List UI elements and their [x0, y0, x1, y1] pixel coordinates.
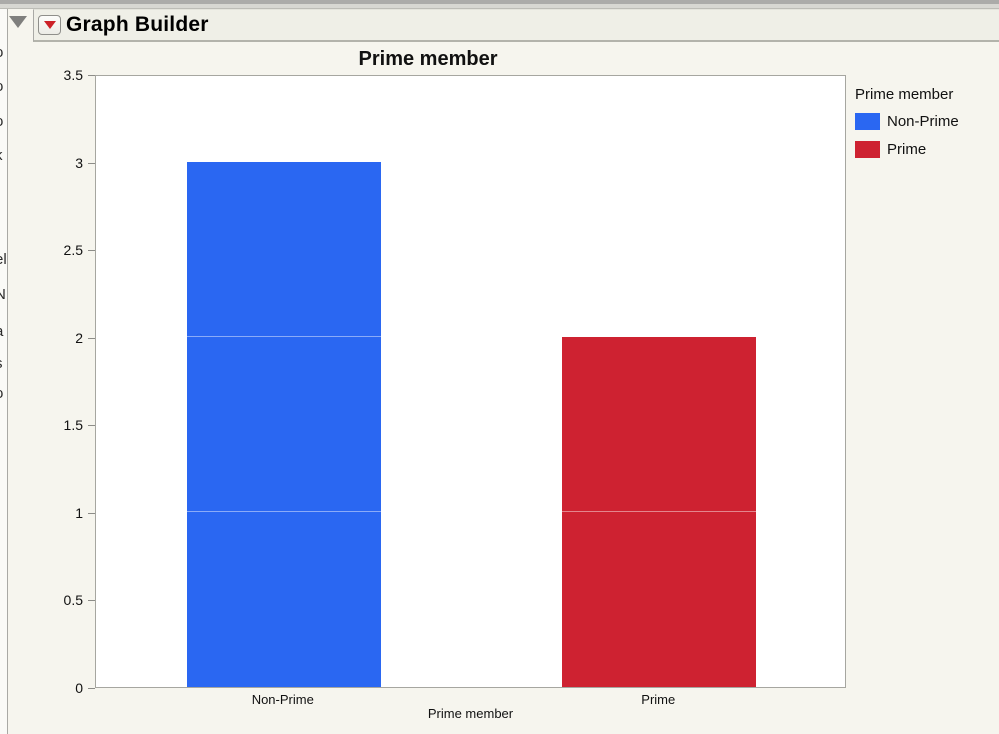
legend-label: Non-Prime: [887, 113, 959, 130]
y-axis[interactable]: 0 0.5 1 1.5 2 2.5 3 3.5: [0, 67, 95, 696]
y-tick-mark: [88, 600, 95, 602]
legend-label: Prime: [887, 141, 927, 158]
y-tick-label: 3: [75, 154, 83, 171]
red-triangle-menu-button[interactable]: [38, 15, 61, 35]
clipped-text-glyph: o: [0, 45, 7, 60]
clipped-text-glyph: s: [0, 356, 7, 371]
red-triangle-icon: [43, 21, 56, 29]
y-tick-label: 2.5: [63, 242, 83, 259]
y-tick-label: 1.5: [63, 417, 83, 434]
outline-disclosure-icon[interactable]: [9, 16, 27, 28]
bar-non-prime[interactable]: [186, 161, 381, 687]
plot-area[interactable]: [95, 75, 846, 688]
x-category-label: Non-Prime: [251, 692, 314, 707]
bar-segment-divider: [186, 510, 381, 512]
clipped-text-glyph: o: [0, 79, 7, 94]
clipped-text-glyph: k: [0, 148, 7, 163]
y-tick-mark: [88, 162, 95, 164]
clipped-text-glyph: N: [0, 287, 7, 302]
y-tick-mark: [88, 512, 95, 514]
legend: Prime member Non-Prime Prime: [855, 86, 995, 169]
legend-item-non-prime[interactable]: Non-Prime: [855, 113, 995, 130]
clipped-left-panel: oook(relNaso: [0, 9, 8, 734]
y-tick-mark: [88, 425, 95, 427]
window-top-edge: [0, 0, 999, 4]
y-tick-mark: [88, 688, 95, 689]
clipped-text-glyph: o: [0, 386, 7, 401]
y-tick-label: 2: [75, 329, 83, 346]
clipped-text-glyph: a: [0, 324, 7, 339]
bar-segment-divider: [186, 335, 381, 337]
bar-segment-divider: [562, 510, 757, 512]
y-tick-label: 0: [75, 680, 83, 696]
y-tick-label: 3.5: [63, 67, 83, 83]
chart-title: Prime member: [358, 48, 498, 70]
legend-item-prime[interactable]: Prime: [855, 141, 995, 158]
outline-title: Graph Builder: [66, 13, 209, 36]
y-tick-mark: [88, 75, 95, 76]
clipped-text-glyph: o: [0, 114, 7, 129]
legend-swatch[interactable]: [855, 141, 880, 158]
x-axis[interactable]: Non-Prime Prime: [95, 689, 846, 707]
x-axis-title[interactable]: Prime member: [427, 706, 514, 721]
y-tick-mark: [88, 250, 95, 252]
legend-title: Prime member: [855, 86, 954, 103]
clipped-text-glyph: el: [0, 251, 7, 268]
bar-prime[interactable]: [562, 336, 757, 687]
y-tick-mark: [88, 337, 95, 339]
legend-swatch[interactable]: [855, 113, 880, 130]
x-category-label: Prime: [641, 692, 676, 707]
outline-title-bar: Graph Builder: [33, 9, 999, 42]
y-tick-label: 0.5: [63, 592, 83, 609]
window-top-edge-inner: [0, 4, 999, 9]
y-tick-label: 1: [75, 504, 83, 521]
